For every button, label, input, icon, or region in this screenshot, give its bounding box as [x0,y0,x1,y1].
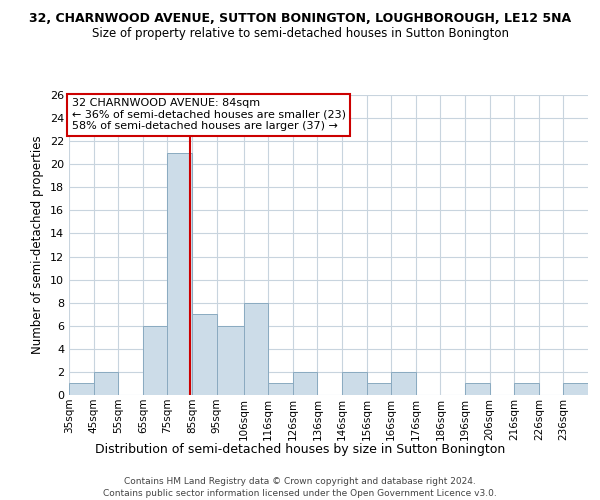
Bar [391,372,416,395]
Text: Size of property relative to semi-detached houses in Sutton Bonington: Size of property relative to semi-detach… [91,28,509,40]
Bar [268,384,293,395]
Text: Distribution of semi-detached houses by size in Sutton Bonington: Distribution of semi-detached houses by … [95,442,505,456]
Bar [167,152,192,395]
Bar [192,314,217,395]
Bar [293,372,317,395]
Bar [244,302,268,395]
Bar [94,372,118,395]
Bar [69,384,94,395]
Bar [514,384,539,395]
Bar [563,384,588,395]
Bar [143,326,167,395]
Text: 32 CHARNWOOD AVENUE: 84sqm
← 36% of semi-detached houses are smaller (23)
58% of: 32 CHARNWOOD AVENUE: 84sqm ← 36% of semi… [71,98,346,131]
Text: Contains HM Land Registry data © Crown copyright and database right 2024.: Contains HM Land Registry data © Crown c… [124,478,476,486]
Y-axis label: Number of semi-detached properties: Number of semi-detached properties [31,136,44,354]
Bar [217,326,244,395]
Text: 32, CHARNWOOD AVENUE, SUTTON BONINGTON, LOUGHBOROUGH, LE12 5NA: 32, CHARNWOOD AVENUE, SUTTON BONINGTON, … [29,12,571,26]
Bar [367,384,391,395]
Text: Contains public sector information licensed under the Open Government Licence v3: Contains public sector information licen… [103,489,497,498]
Bar [465,384,490,395]
Bar [342,372,367,395]
